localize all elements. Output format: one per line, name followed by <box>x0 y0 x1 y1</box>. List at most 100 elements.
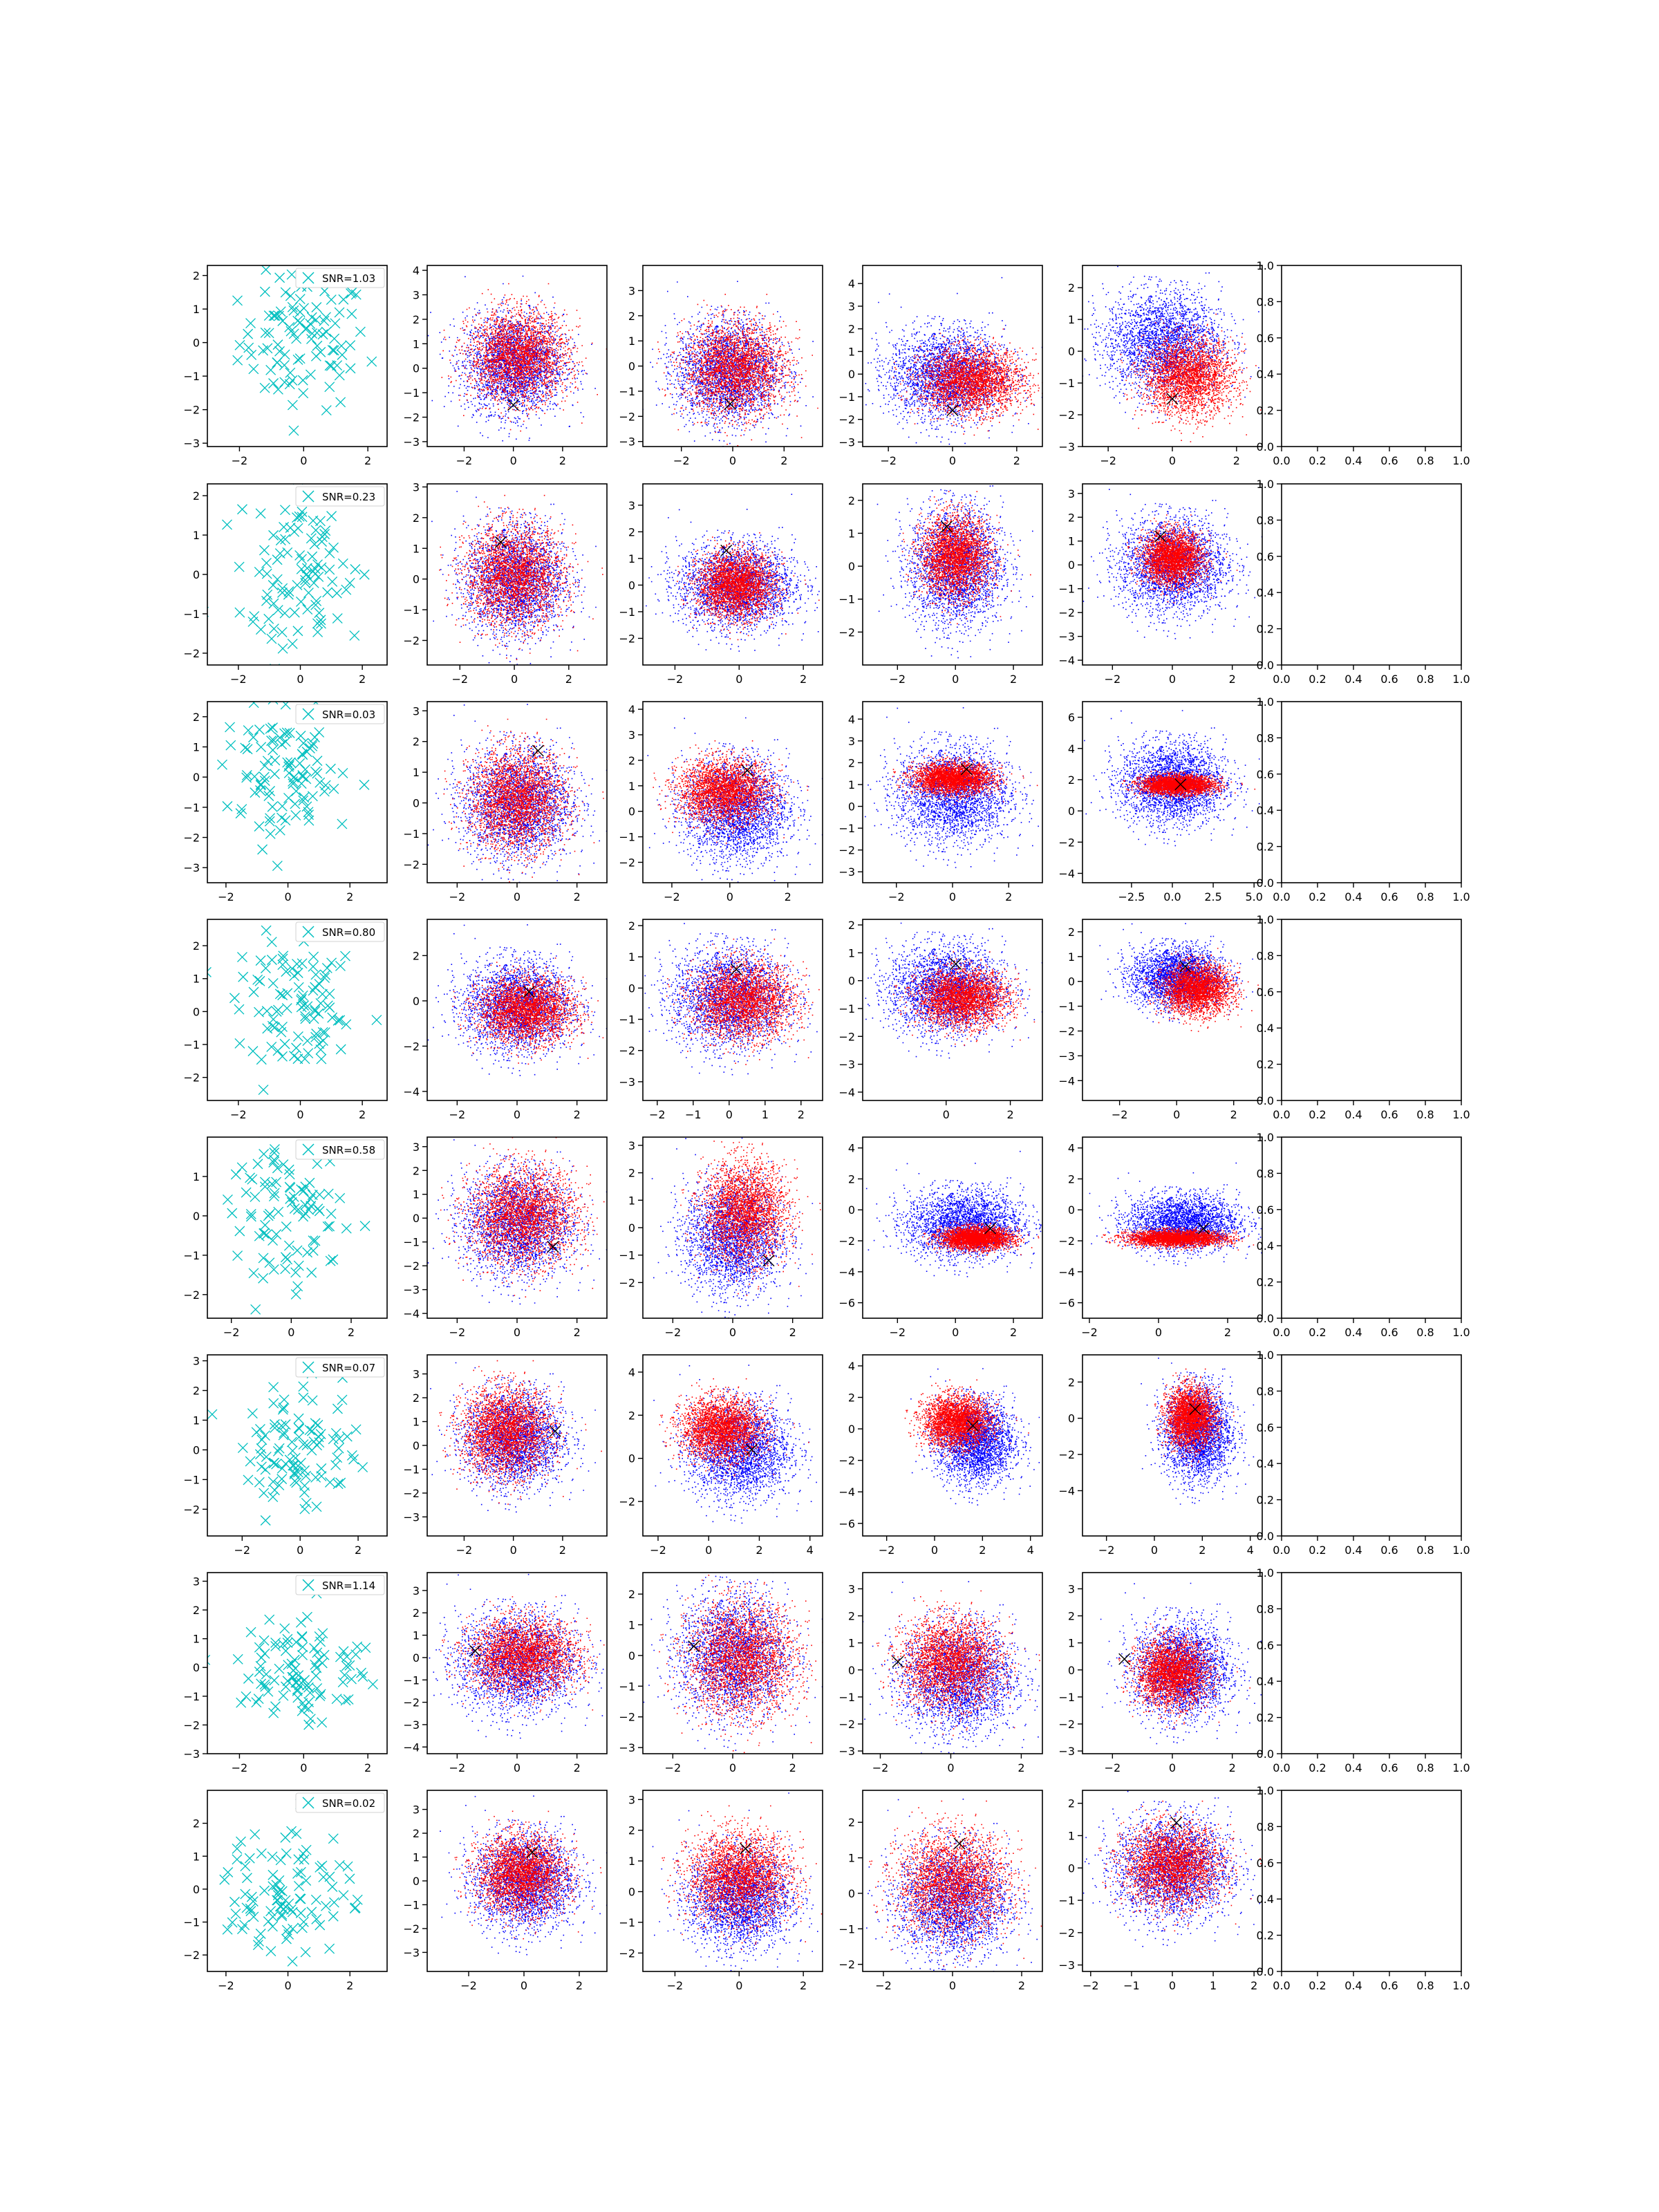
r8c6-xtick-label: 0.8 <box>1416 1979 1434 1992</box>
r8c3-ytick-label: 3 <box>628 1793 635 1806</box>
r6c4-ytick-label: −2 <box>838 1454 855 1468</box>
r8c5-ytick-label: 1 <box>1068 1830 1075 1843</box>
r1c4-ytick-label: −3 <box>838 435 855 449</box>
r1c2-xtick-label: 0 <box>510 454 517 467</box>
r7c5-xtick-label: 2 <box>1229 1761 1236 1774</box>
r1c2-ytick-label: 1 <box>413 337 420 350</box>
r8c6-ytick-label: 0.8 <box>1257 1820 1274 1833</box>
r2c6-xtick-label: 0.2 <box>1309 673 1326 686</box>
r3c4-xtick-label: 0 <box>949 890 956 903</box>
r5c6-ytick-label: 0.8 <box>1257 1167 1274 1180</box>
r6c2-ytick-label: 0 <box>413 1439 420 1452</box>
r4c6-xtick-label: 0.8 <box>1416 1108 1434 1121</box>
r7c5-ytick-label: −1 <box>1058 1691 1075 1704</box>
r5c5-ytick-label: −2 <box>1058 1235 1075 1248</box>
r8c2-ytick-label: 2 <box>413 1827 420 1840</box>
r1c4-xtick-label: −2 <box>880 454 897 467</box>
r8c1-ytick-label: −1 <box>183 1916 200 1929</box>
r7c6-xtick-label: 1.0 <box>1452 1761 1470 1774</box>
r8c2-ytick-label: −3 <box>403 1946 420 1959</box>
r7c6-xtick-label: 0.2 <box>1309 1761 1326 1774</box>
r1c3-xtick-label: 0 <box>729 454 736 467</box>
r5c5-ytick-label: 4 <box>1068 1142 1075 1155</box>
r1c4-ytick-label: 4 <box>848 277 855 290</box>
r4c4-ytick-label: −2 <box>838 1030 855 1043</box>
r6c3-xtick-label: 0 <box>705 1544 712 1557</box>
r1c5-ytick-label: −3 <box>1058 440 1075 453</box>
r2c5-xtick-label: 2 <box>1229 673 1236 686</box>
r5c4-xtick-label: 2 <box>1010 1326 1017 1339</box>
r2c2-xtick-label: 0 <box>511 673 518 686</box>
r2c4-ytick-label: −2 <box>838 626 855 639</box>
r1c1-ytick-label: −1 <box>183 370 200 383</box>
r6c1-ytick-label: 1 <box>193 1414 200 1427</box>
r1c4-ytick-label: 1 <box>848 345 855 358</box>
r7c4-ytick-label: −3 <box>838 1745 855 1758</box>
r6c2-ytick-label: −2 <box>403 1487 420 1500</box>
r4c4-ytick-label: 0 <box>848 975 855 988</box>
r2c5-xtick-label: −2 <box>1105 673 1121 686</box>
r3c4-ytick-label: 1 <box>848 778 855 791</box>
r8c3-ytick-label: 0 <box>628 1886 635 1899</box>
r3c3-xtick-label: −2 <box>664 890 680 903</box>
r7c3-xtick-label: 2 <box>789 1761 796 1774</box>
r7c1-ytick-label: −1 <box>183 1690 200 1703</box>
r8c1-ytick-label: 2 <box>193 1817 200 1830</box>
r3c6-xtick-label: 1.0 <box>1452 890 1470 903</box>
r2c2-ytick-label: 2 <box>413 512 420 525</box>
r2c5-ytick-label: 2 <box>1068 511 1075 524</box>
r4c1-legend-label: SNR=0.80 <box>322 926 375 939</box>
r6c4-ytick-label: −6 <box>838 1517 855 1530</box>
r3c1-legend-label: SNR=0.03 <box>322 709 375 721</box>
r7c6-xtick-label: 0.4 <box>1344 1761 1362 1774</box>
r5c2-ytick-label: −1 <box>403 1236 420 1249</box>
r6c1-ytick-label: 3 <box>193 1355 200 1368</box>
r2c3-xtick-label: 0 <box>735 673 742 686</box>
r8c5-ytick-label: 2 <box>1068 1797 1075 1810</box>
r2c4-ytick-label: 1 <box>848 527 855 540</box>
r8c2-xtick-label: 2 <box>576 1979 583 1992</box>
r7c4-ytick-label: −2 <box>838 1718 855 1731</box>
r4c3-xtick-label: −2 <box>649 1108 666 1121</box>
r7c1-ytick-label: 0 <box>193 1661 200 1674</box>
r7c3-xtick-label: 0 <box>729 1761 736 1774</box>
r5c1-xtick-label: 2 <box>348 1326 355 1339</box>
r7c1-legend-label: SNR=1.14 <box>322 1580 375 1592</box>
r5c6-ytick-label: 1.0 <box>1257 1131 1274 1144</box>
r3c6-xtick-label: 0.8 <box>1416 890 1434 903</box>
r3c3-ytick-label: −2 <box>619 856 635 869</box>
r1c6-xtick-label: 0.8 <box>1416 454 1434 467</box>
r7c3-ytick-label: −1 <box>619 1680 635 1693</box>
r2c4-ytick-label: −1 <box>838 593 855 606</box>
r8c3-ytick-label: 1 <box>628 1855 635 1868</box>
r3c5-ytick-label: 2 <box>1068 774 1075 787</box>
r3c1-legend: SNR=0.03 <box>296 704 384 724</box>
r6c6-ytick-label: 0.2 <box>1257 1494 1274 1507</box>
r3c1-ytick-label: 0 <box>193 771 200 784</box>
r8c4-ytick-label: 2 <box>848 1816 855 1829</box>
r7c5-ytick-label: 2 <box>1068 1610 1075 1623</box>
r8c6-xtick-label: 0.4 <box>1344 1979 1362 1992</box>
r1c6-ytick-label: 0.4 <box>1257 368 1274 381</box>
r8c6-ytick-label: 0.2 <box>1257 1929 1274 1942</box>
r7c6-ytick-label: 0.2 <box>1257 1712 1274 1725</box>
r6c3-xtick-label: −2 <box>650 1544 666 1557</box>
r7c1-xtick-label: 2 <box>364 1761 371 1774</box>
r8c1-xtick-label: 0 <box>284 1979 291 1992</box>
r4c1-legend: SNR=0.80 <box>296 922 384 941</box>
r6c3-xtick-label: 4 <box>807 1544 814 1557</box>
r3c2-ytick-label: −2 <box>403 858 420 871</box>
r8c4-ytick-label: −1 <box>838 1922 855 1936</box>
r1c6-xtick-label: 0.4 <box>1344 454 1362 467</box>
r2c4-xtick-label: −2 <box>890 673 906 686</box>
r6c2-ytick-label: 2 <box>413 1391 420 1405</box>
r5c4-ytick-label: 2 <box>848 1172 855 1185</box>
r3c3-xtick-label: 0 <box>727 890 733 903</box>
r7c2-ytick-label: −2 <box>403 1696 420 1709</box>
r2c3-ytick-label: 1 <box>628 552 635 565</box>
r4c6-ytick-label: 1.0 <box>1257 913 1274 926</box>
r4c3-ytick-label: −1 <box>619 1013 635 1027</box>
r1c5-ytick-label: −2 <box>1058 409 1075 422</box>
r6c6-ytick-label: 0.6 <box>1257 1421 1274 1434</box>
r2c4-xtick-label: 0 <box>952 673 959 686</box>
